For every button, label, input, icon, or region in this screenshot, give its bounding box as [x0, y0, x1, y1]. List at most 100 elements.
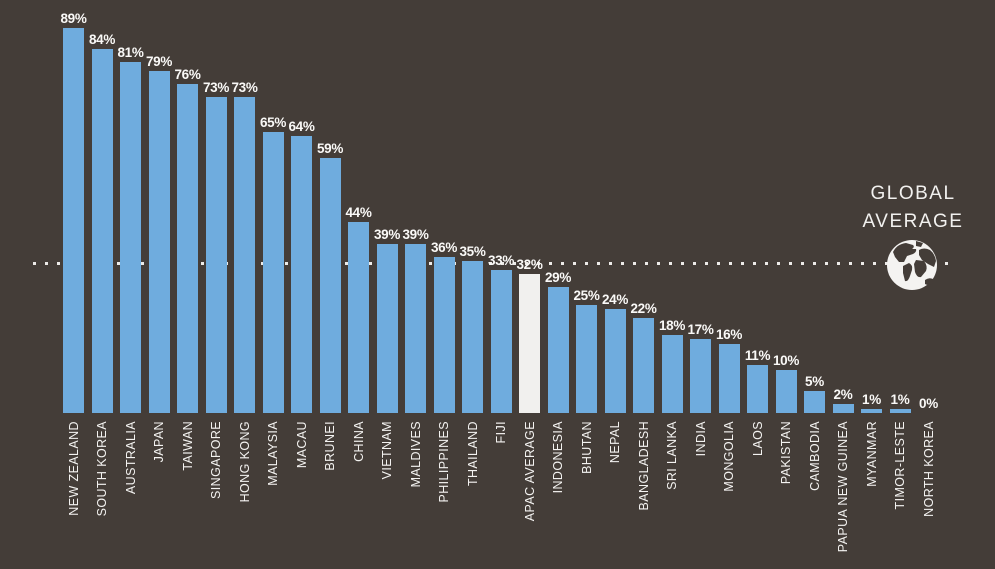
country-label-wrap: BHUTAN	[580, 413, 594, 569]
global-average-label-line1: GLOBAL	[870, 183, 956, 204]
bar-column: 24% NEPAL	[601, 0, 629, 569]
bar	[576, 305, 597, 413]
bar-value-label: 44%	[345, 205, 372, 220]
bar-value-label: 64%	[288, 119, 315, 134]
country-label-wrap: LAOS	[751, 413, 765, 569]
bar-column: 89% NEW ZEALAND	[60, 0, 87, 569]
country-label: JAPAN	[152, 421, 166, 463]
country-label: PAPUA NEW GUINEA	[836, 421, 850, 553]
bar-column: 25% BHUTAN	[573, 0, 600, 569]
bar-value-label: 65%	[259, 115, 287, 130]
country-label-wrap: AUSTRALIA	[124, 413, 138, 569]
bar-value-label: 29%	[544, 270, 572, 285]
country-label-wrap: PHILIPPINES	[437, 413, 451, 569]
bar-value-label: 1%	[862, 392, 881, 407]
bar-stack: 44%	[345, 0, 372, 413]
bar-column: 1% MYANMAR	[861, 0, 882, 569]
country-label: HONG KONG	[237, 421, 252, 503]
bar-stack: 29%	[544, 0, 572, 413]
country-label: AUSTRALIA	[123, 421, 138, 495]
country-label-wrap: TAIWAN	[181, 413, 195, 569]
bar-value-label: 5%	[805, 374, 824, 389]
country-label: NEW ZEALAND	[66, 421, 81, 516]
bar	[832, 404, 854, 413]
bar-value-label: 2%	[833, 387, 853, 402]
bar	[348, 222, 369, 413]
country-label: LAOS	[750, 421, 765, 456]
bar	[205, 97, 227, 413]
country-label: TAIWAN	[180, 421, 195, 471]
bar-stack: 2%	[832, 0, 854, 413]
country-label: FIJI	[494, 421, 508, 444]
bar-column: 29% INDONESIA	[544, 0, 572, 569]
bar	[433, 257, 455, 413]
bar	[775, 370, 797, 413]
country-label: SRI LANKA	[665, 421, 679, 490]
bar-stack: 25%	[573, 0, 600, 413]
country-label-wrap: BRUNEI	[323, 413, 337, 569]
bar-value-label: 81%	[117, 45, 144, 60]
country-label-wrap: PAKISTAN	[779, 413, 793, 569]
country-label: BHUTAN	[579, 421, 594, 474]
country-label: INDONESIA	[551, 421, 565, 494]
bar-stack: 39%	[374, 0, 400, 413]
bar-value-label: 1%	[890, 392, 910, 407]
bar-value-label: 17%	[687, 322, 714, 337]
country-label: MYANMAR	[864, 421, 879, 487]
bar-column: 59% BRUNEI	[316, 0, 344, 569]
country-label-wrap: APAC AVERAGE	[523, 413, 537, 569]
bar	[262, 132, 284, 413]
bar-column: 36% PHILIPPINES	[430, 0, 458, 569]
country-label-wrap: CAMBODIA	[808, 413, 822, 569]
bar	[177, 84, 198, 413]
country-label: VIETNAM	[380, 421, 394, 480]
bar-stack: 39%	[402, 0, 429, 413]
bar	[889, 409, 911, 413]
bar-column: 2% PAPUA NEW GUINEA	[832, 0, 854, 569]
country-label: NORTH KOREA	[921, 421, 936, 517]
bar-value-label: 36%	[430, 240, 458, 255]
country-label-wrap: NORTH KOREA	[922, 413, 936, 569]
country-label-wrap: INDIA	[694, 413, 708, 569]
country-label: APAC AVERAGE	[522, 421, 537, 522]
bar-stack: 1%	[889, 0, 911, 413]
bar	[376, 244, 398, 413]
bar-column: 33% FIJI	[487, 0, 515, 569]
country-label-wrap: MONGOLIA	[722, 413, 736, 569]
bar-value-label: 16%	[715, 327, 743, 342]
bar-stack: 76%	[174, 0, 201, 413]
bar	[462, 261, 483, 413]
country-label-wrap: SOUTH KOREA	[95, 413, 109, 569]
country-label: SOUTH KOREA	[95, 421, 109, 517]
bar-stack: 24%	[601, 0, 629, 413]
bar	[405, 244, 426, 413]
bar-stack: 73%	[231, 0, 258, 413]
bar-column: 16% MONGOLIA	[715, 0, 743, 569]
bar-stack: 84%	[89, 0, 115, 413]
bar-value-label: 32%	[516, 257, 543, 272]
bar-value-label: 24%	[601, 292, 629, 307]
bar-value-label: 33%	[487, 253, 515, 268]
country-label-wrap: INDONESIA	[551, 413, 565, 569]
bar-value-label: 10%	[772, 353, 800, 368]
bar	[148, 71, 170, 413]
country-label-wrap: JAPAN	[152, 413, 166, 569]
bar-value-label: 59%	[316, 141, 344, 156]
bar-stack: 0%	[918, 0, 939, 413]
bar-stack: 89%	[60, 0, 87, 413]
bar	[234, 97, 255, 413]
bar	[604, 309, 626, 413]
bar-value-label: 89%	[60, 11, 87, 26]
bar	[291, 136, 312, 413]
global-average-label-line2: AVERAGE	[862, 211, 964, 232]
globe-icon	[886, 239, 938, 291]
global-average-dotted-line	[33, 262, 955, 265]
country-label-wrap: HONG KONG	[238, 413, 252, 569]
bar-column: 73% SINGAPORE	[203, 0, 229, 569]
bar-stack: 17%	[687, 0, 714, 413]
bar-value-label: 79%	[145, 54, 173, 69]
country-label-wrap: THAILAND	[466, 413, 480, 569]
bar	[91, 49, 113, 413]
country-label-wrap: FIJI	[494, 413, 508, 569]
